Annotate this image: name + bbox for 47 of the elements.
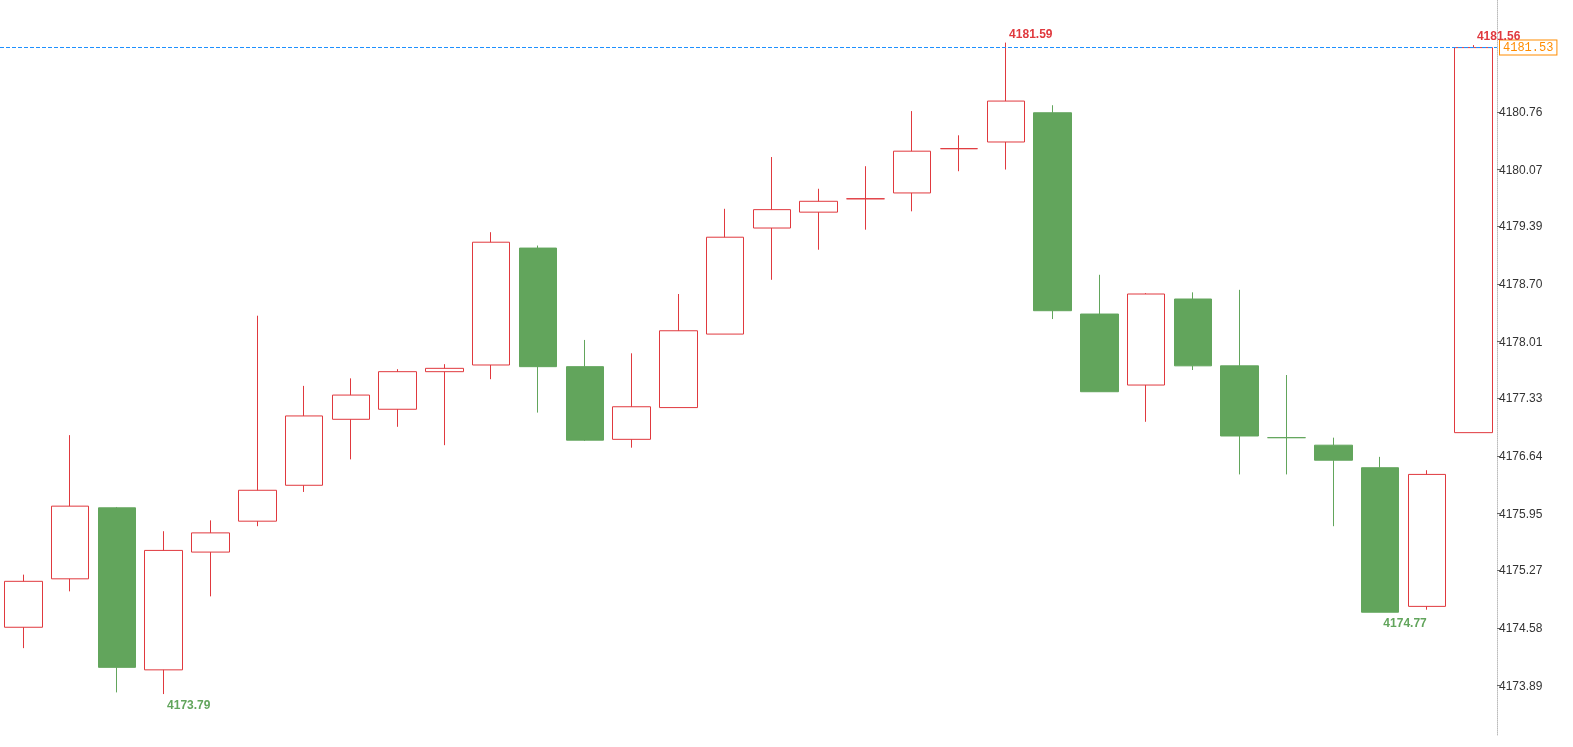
candlestick — [1361, 456, 1399, 613]
ref-line-label: 4181.53 — [1503, 40, 1554, 55]
candlestick — [987, 42, 1025, 171]
candlestick — [893, 110, 931, 212]
annotation: 4181.59 — [1009, 26, 1053, 41]
y-tick-label: 4175.27 — [1499, 563, 1543, 578]
y-tick-label: 4175.95 — [1499, 506, 1543, 521]
candlestick — [285, 385, 323, 493]
candlestick — [940, 134, 978, 172]
candlestick — [1314, 437, 1353, 527]
candlestick — [566, 339, 604, 442]
candlestick — [378, 368, 417, 428]
candlestick — [472, 231, 510, 380]
candlestick — [1127, 292, 1165, 423]
candlestick — [1267, 374, 1306, 475]
annotation: 4173.79 — [167, 698, 211, 713]
candlestick — [659, 293, 698, 409]
candlestick — [51, 434, 89, 592]
candlestick — [1408, 469, 1446, 611]
y-tick-label: 4174.58 — [1499, 621, 1543, 636]
candlestick — [612, 352, 651, 449]
y-tick-label: 4180.07 — [1499, 162, 1543, 177]
candlestick — [519, 245, 557, 414]
candlestick — [191, 519, 230, 597]
y-tick-label: 4177.33 — [1499, 391, 1543, 406]
candlestick — [144, 530, 183, 695]
candlestick — [98, 506, 136, 693]
candlestick — [1454, 44, 1493, 434]
y-tick-label: 4178.70 — [1499, 276, 1543, 291]
y-tick-label: 4179.39 — [1499, 219, 1543, 234]
candlestick — [4, 574, 43, 649]
candlestick — [1033, 104, 1072, 320]
candlestick — [238, 315, 277, 527]
annotation: 4174.77 — [1383, 616, 1428, 631]
candlestick — [425, 363, 464, 446]
candlestick — [799, 188, 838, 251]
candlestick — [753, 156, 791, 281]
candlestick — [332, 377, 370, 460]
y-tick-label: 4173.89 — [1499, 678, 1543, 693]
candlestick — [1174, 291, 1212, 371]
candlestick — [1080, 274, 1119, 393]
y-tick-label: 4176.64 — [1499, 449, 1543, 464]
candlestick — [1220, 289, 1259, 475]
candlestick — [846, 165, 885, 231]
candlestick — [706, 208, 744, 335]
y-tick-label: 4180.76 — [1499, 104, 1543, 119]
y-tick-label: 4178.01 — [1499, 334, 1543, 349]
